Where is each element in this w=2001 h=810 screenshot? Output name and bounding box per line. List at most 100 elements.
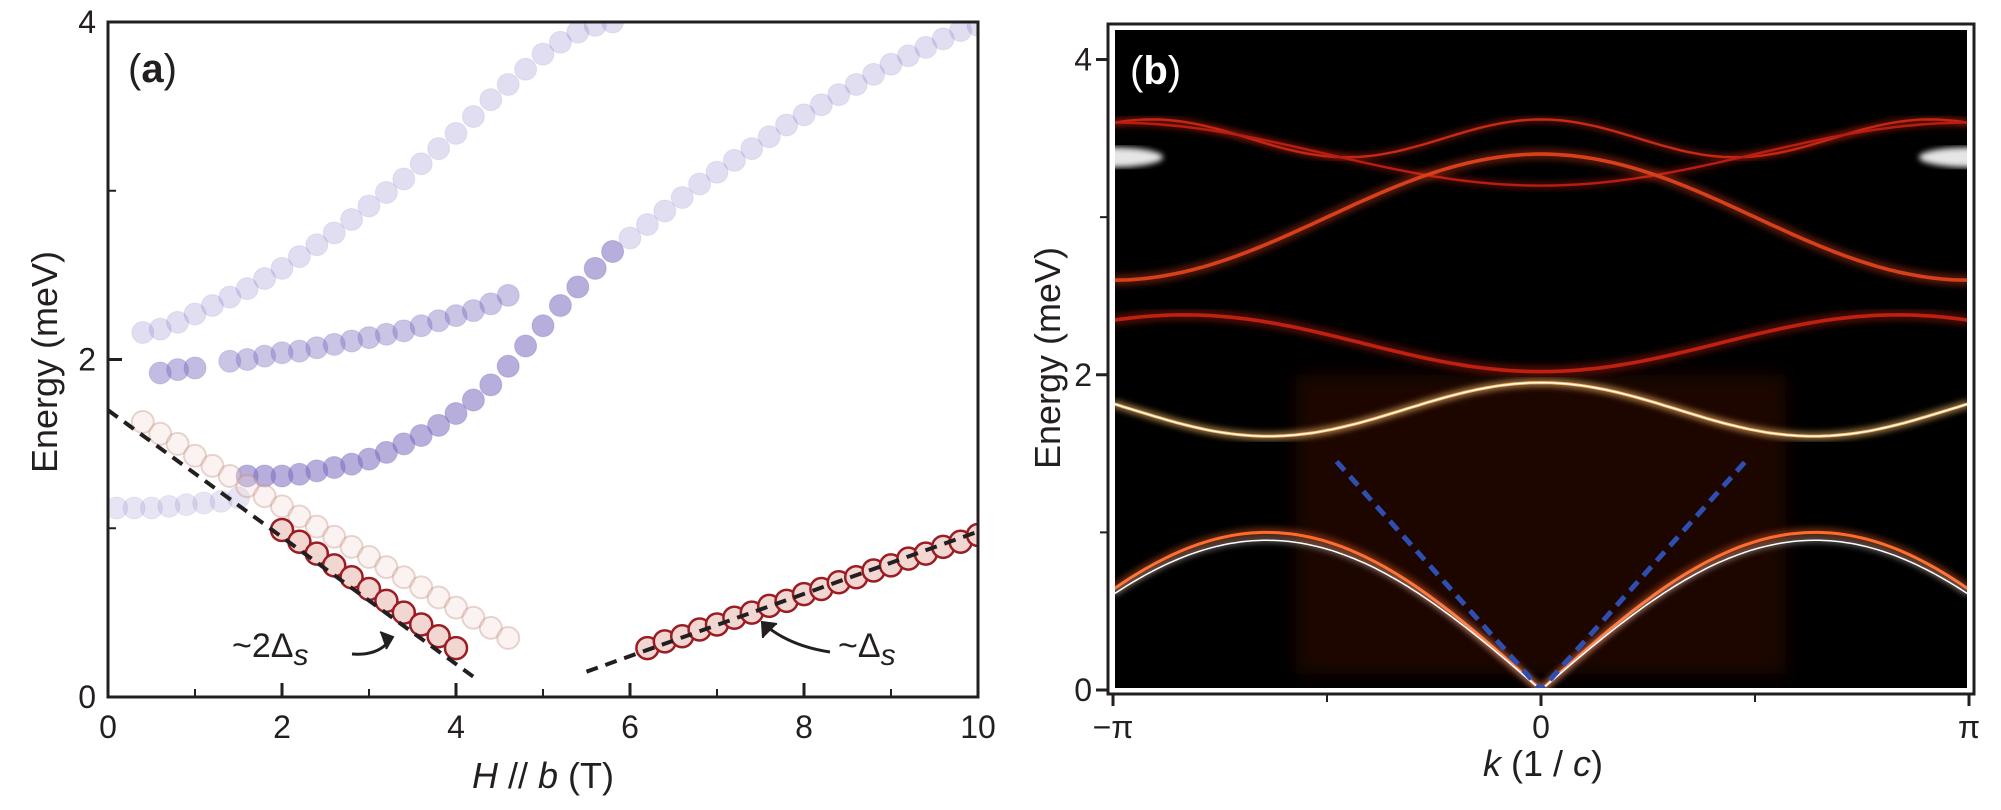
scatter-point-s6-17 xyxy=(426,585,451,610)
scatter-point-s7-9 xyxy=(426,624,451,649)
scatter-point-s5-12 xyxy=(827,83,851,107)
scatter-point-s3-5 xyxy=(305,336,329,360)
annotation-delta-s: ~Δs xyxy=(838,627,896,672)
y-tick-label: 4 xyxy=(78,4,96,40)
scatter-point-s6-19 xyxy=(461,605,486,630)
scatter-point-s1-26 xyxy=(583,22,607,37)
scatter-point-s1-21 xyxy=(496,72,520,96)
scatter-point-s1-18 xyxy=(444,121,468,145)
x-tick-label: 10 xyxy=(960,709,996,745)
scatter-point-s5-13 xyxy=(844,72,868,96)
scatter-point-s4-21 xyxy=(601,240,625,263)
panel-b-inner-frame xyxy=(1111,26,1971,692)
scatter-point-s3-15 xyxy=(479,292,503,316)
scatter-point-s3-16 xyxy=(496,283,520,307)
scatter-point-s3-10 xyxy=(392,319,416,343)
edge-hotspot-0 xyxy=(1113,147,1163,168)
scatter-point-s4-17 xyxy=(531,314,555,338)
scatter-point-s6-16 xyxy=(409,575,434,600)
scatter-point-s4-18 xyxy=(548,294,572,317)
panel-a-label: (a) xyxy=(128,47,177,91)
scatter-point-s5-4 xyxy=(688,172,712,196)
scatter-point-s1-0 xyxy=(131,321,155,344)
scatter-point-s1-23 xyxy=(531,42,555,66)
scatter-point-s6-7 xyxy=(252,484,277,509)
panel-a-y-axis-label: Energy (meV) xyxy=(24,251,65,473)
scatter-point-s1-24 xyxy=(548,30,572,54)
scatter-point-s1-13 xyxy=(357,194,381,218)
scatter-point-s0-3 xyxy=(157,494,181,518)
upper-band-b xyxy=(1113,121,1969,187)
upper-band-c xyxy=(1113,152,1969,282)
panel-a: 0 2 4 6 8 10 0 2 4 (a) Energy (meV) H // b (T) ~… xyxy=(24,4,996,796)
scatter-point-s6-9 xyxy=(287,504,312,529)
edge-hotspot-1 xyxy=(1919,147,1969,168)
scatter-point-s1-1 xyxy=(148,317,172,341)
panel-b-label: (b) xyxy=(1130,49,1181,93)
scatter-point-s4-14 xyxy=(479,373,503,397)
scatter-point-s3-11 xyxy=(409,314,433,338)
scatter-point-s1-3 xyxy=(183,302,207,326)
scatter-point-s3-7 xyxy=(340,329,364,353)
x-tick-label: 2 xyxy=(273,709,291,745)
scatter-point-s6-14 xyxy=(374,555,399,580)
acoustic-branch xyxy=(1113,530,1969,690)
scatter-point-s5-5 xyxy=(705,160,729,184)
scatter-point-s1-16 xyxy=(409,152,433,176)
scatter-point-s6-21 xyxy=(496,625,521,650)
scatter-point-s6-5 xyxy=(217,463,242,488)
scatter-point-s1-22 xyxy=(514,57,538,81)
scatter-point-s4-12 xyxy=(444,402,468,425)
scatter-point-s3-6 xyxy=(322,332,346,356)
scatter-point-s6-3 xyxy=(183,443,207,468)
scatter-point-s4-11 xyxy=(427,413,451,437)
scatter-point-s0-0 xyxy=(108,496,129,520)
scatter-point-s5-15 xyxy=(879,52,903,76)
scatter-point-s5-14 xyxy=(862,62,886,86)
annotation-arrowhead-left xyxy=(379,631,395,650)
scatter-point-s2-0 xyxy=(148,361,172,385)
scatter-point-s5-10 xyxy=(792,103,816,127)
y-tick-label: 4 xyxy=(1074,42,1092,78)
scatter-point-s3-9 xyxy=(374,322,398,346)
x-tick-label: 4 xyxy=(447,709,465,745)
scatter-point-s7-10 xyxy=(443,635,469,661)
annotation-arrowhead-right xyxy=(760,620,778,639)
annotation-2-delta-s: ~2Δs xyxy=(232,627,308,672)
scatter-point-s1-9 xyxy=(287,245,311,269)
scatter-point-s3-14 xyxy=(461,299,485,323)
band-2p2 xyxy=(1113,313,1969,374)
scatter-point-s2-2 xyxy=(183,356,207,380)
scatter-point-s1-20 xyxy=(479,88,503,112)
y-tick-label: 2 xyxy=(78,342,96,378)
scatter-point-s6-4 xyxy=(200,453,225,478)
scatter-point-s0-2 xyxy=(140,496,163,520)
scatter-point-s1-5 xyxy=(218,285,242,309)
scatter-point-s5-2 xyxy=(653,199,677,223)
panel-b-y-axis-label: Energy (meV) xyxy=(1027,247,1068,469)
panel-a-plot-area xyxy=(108,22,978,679)
scatter-point-s5-7 xyxy=(740,137,764,161)
scatter-point-s4-20 xyxy=(583,256,607,280)
scatter-point-s5-16 xyxy=(896,44,920,68)
annotation-arrow-right xyxy=(764,623,831,654)
x-tick-label: 0 xyxy=(1532,709,1550,745)
scatter-point-s3-0 xyxy=(218,349,242,373)
scatter-point-s1-12 xyxy=(340,207,364,231)
scatter-point-s4-15 xyxy=(496,354,520,378)
scatter-point-s1-4 xyxy=(200,294,224,317)
scatter-point-s3-4 xyxy=(287,339,311,363)
panel-a-x-axis-label: H // b (T) xyxy=(472,755,614,796)
heatmap-plot-area xyxy=(1113,115,1969,690)
scatter-point-s5-8 xyxy=(757,125,781,149)
scatter-point-s6-8 xyxy=(270,494,294,519)
blue-dashed-line-0 xyxy=(1334,459,1748,690)
scatter-point-s1-15 xyxy=(392,167,416,191)
scatter-point-s5-9 xyxy=(775,113,799,137)
scatter-point-s1-10 xyxy=(305,233,329,257)
acoustic-branch-core xyxy=(1113,539,1969,690)
scatter-point-s6-11 xyxy=(322,524,347,549)
